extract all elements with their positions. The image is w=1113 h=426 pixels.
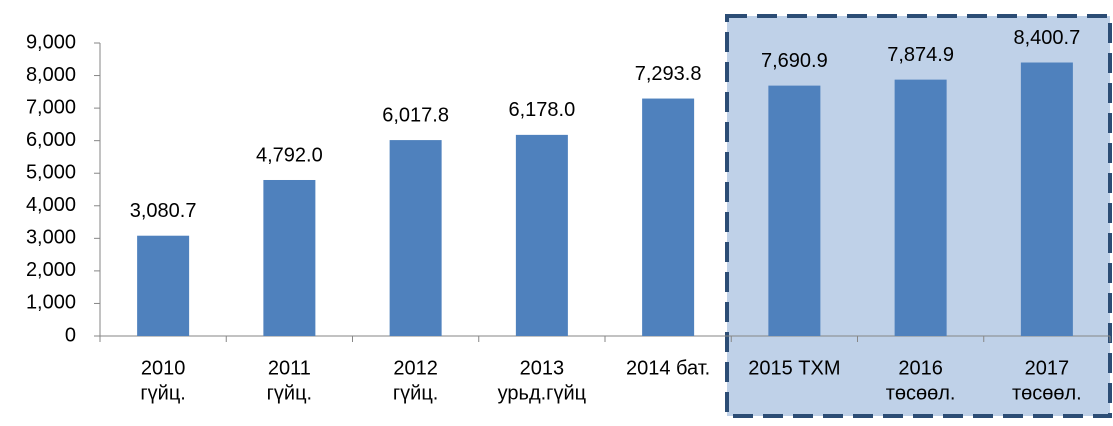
value-label: 7,293.8 xyxy=(635,63,702,85)
x-tick-label: 2013 xyxy=(520,357,565,379)
x-tick-label: урьд.гүйц xyxy=(498,382,586,404)
x-tick-label: 2015 ТХМ xyxy=(748,357,840,379)
y-tick-label: 7,000 xyxy=(26,96,76,118)
bar xyxy=(642,98,695,336)
x-tick-label: 2014 бат. xyxy=(626,357,710,379)
y-tick-label: 5,000 xyxy=(26,162,76,184)
y-tick-label: 9,000 xyxy=(26,31,76,53)
y-tick-label: 6,000 xyxy=(26,129,76,151)
y-tick-label: 8,000 xyxy=(26,64,76,86)
bar xyxy=(137,235,190,336)
x-tick-label: 2016 xyxy=(898,357,943,379)
y-tick-label: 1,000 xyxy=(26,292,76,314)
y-tick-label: 4,000 xyxy=(26,194,76,216)
bar xyxy=(768,85,821,337)
y-tick-label: 0 xyxy=(65,324,76,346)
value-label: 7,690.9 xyxy=(761,50,828,72)
y-tick-label: 3,000 xyxy=(26,227,76,249)
x-tick-label: гүйц. xyxy=(267,382,312,404)
x-tick-label: 2011 xyxy=(268,357,311,379)
value-label: 7,874.9 xyxy=(887,44,954,66)
x-tick-label: гүйц. xyxy=(140,382,185,404)
x-tick-label: гүйц. xyxy=(393,382,438,404)
x-tick-label: 2010 xyxy=(141,357,186,379)
value-label: 4,792.0 xyxy=(256,144,323,166)
value-label: 3,080.7 xyxy=(130,200,197,222)
y-tick-label: 2,000 xyxy=(26,259,76,281)
bar xyxy=(894,79,947,336)
bar xyxy=(263,179,316,336)
x-tick-label: 2017 xyxy=(1025,357,1070,379)
value-label: 8,400.7 xyxy=(1014,27,1081,49)
x-tick-label: төсөөл. xyxy=(886,382,956,404)
value-label: 6,178.0 xyxy=(509,99,576,121)
x-tick-label: төсөөл. xyxy=(1012,382,1082,404)
bar xyxy=(515,134,568,336)
x-tick-label: 2012 xyxy=(393,357,438,379)
value-label: 6,017.8 xyxy=(382,104,449,126)
bar xyxy=(1020,62,1073,336)
bar xyxy=(389,140,442,336)
